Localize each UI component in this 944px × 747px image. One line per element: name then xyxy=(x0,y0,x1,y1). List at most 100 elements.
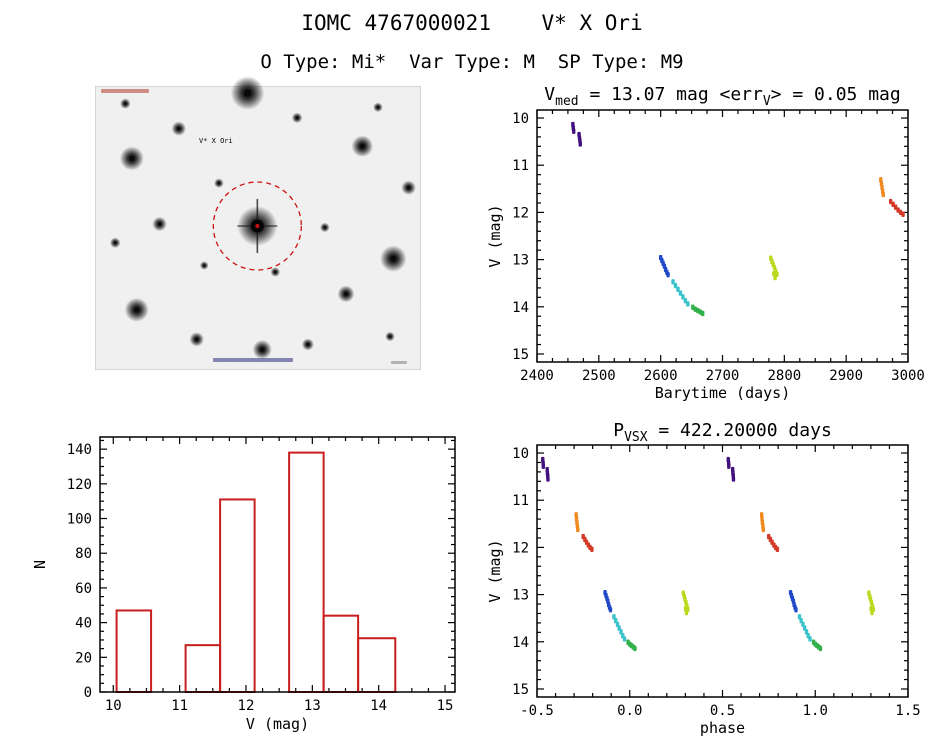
data-point xyxy=(686,301,690,307)
lightcurve-series-epoch-5 xyxy=(769,255,779,281)
lightcurve-series-epoch-3 xyxy=(671,279,690,307)
x-tick-label: 2700 xyxy=(706,368,740,384)
data-point xyxy=(633,645,637,652)
lightcurve-series-epoch-6 xyxy=(879,177,885,198)
page-title: IOMC 4767000021 V* X Ori xyxy=(301,11,643,35)
histogram-bar xyxy=(184,644,222,694)
x-tick-label: 13 xyxy=(304,698,321,714)
phase-series-epoch-5 xyxy=(681,590,876,616)
y-tick-label: 12 xyxy=(512,205,529,221)
x-tick-label: 2400 xyxy=(520,368,554,384)
data-point xyxy=(808,636,812,642)
star-core xyxy=(388,335,392,338)
phase-series-epoch-1 xyxy=(541,456,736,482)
y-tick-label: 13 xyxy=(512,253,529,269)
finder-target-label: V* X Ori xyxy=(199,137,233,145)
phase-series-epoch-7 xyxy=(581,533,780,552)
histogram-bar xyxy=(115,609,153,693)
histogram-bar xyxy=(288,451,325,693)
star-core xyxy=(243,89,252,97)
data-point xyxy=(673,282,678,289)
data-point xyxy=(676,286,680,293)
y-tick-label: 14 xyxy=(512,635,529,651)
data-point xyxy=(775,546,780,552)
star-core xyxy=(376,106,380,109)
data-point xyxy=(818,645,823,652)
star-core xyxy=(217,182,220,185)
x-tick-label: 14 xyxy=(370,698,387,714)
data-point xyxy=(731,476,736,482)
phase-plot: -0.5 0.0 0.5 1.0 1.5 10 11 12 13 14 15 phase V (mag)… xyxy=(486,420,921,737)
x-tick-label: 0.0 xyxy=(617,703,642,719)
target-marker-dot xyxy=(255,224,260,229)
phase-series-epoch-4 xyxy=(626,639,823,652)
star-core xyxy=(344,291,348,296)
y-tick-label: 11 xyxy=(512,158,529,174)
star-core xyxy=(359,143,365,149)
x-tick-label: 11 xyxy=(171,698,188,714)
star-core xyxy=(114,241,117,244)
histogram-plot: 10 11 12 13 14 15 0 20 40 60 80 100 120 140 V (mag) N xyxy=(31,436,456,733)
data-point xyxy=(869,606,873,612)
phase-xaxis-label: phase xyxy=(700,719,745,737)
histogram-yaxis-label: N xyxy=(31,560,49,569)
x-tick-label: 10 xyxy=(105,698,122,714)
data-point xyxy=(701,310,705,317)
y-tick-label: 40 xyxy=(75,616,92,632)
data-point xyxy=(901,211,905,217)
corner-note-top-left xyxy=(101,89,149,93)
data-point xyxy=(666,271,670,278)
histogram-xaxis-label: V (mag) xyxy=(246,715,309,733)
star-core xyxy=(295,116,299,120)
lightcurve-plot: 2400 2500 2600 2700 2800 2900 3000 10 11 12 13 14 15… xyxy=(486,84,925,402)
coordinates-note-bottom xyxy=(213,358,293,362)
lightcurve-series-epoch-4 xyxy=(691,304,705,317)
star-core xyxy=(129,155,135,162)
y-tick-label: 14 xyxy=(512,300,529,316)
y-tick-label: 15 xyxy=(512,682,529,698)
x-tick-label: 2800 xyxy=(767,368,801,384)
star-core xyxy=(177,126,181,131)
star-core xyxy=(274,270,277,274)
y-tick-label: 15 xyxy=(512,347,529,363)
y-tick-label: 11 xyxy=(512,493,529,509)
aperture-circle xyxy=(212,181,302,271)
star-core xyxy=(323,226,326,229)
phase-frame xyxy=(536,444,909,698)
data-point xyxy=(608,606,613,613)
y-tick-label: 80 xyxy=(75,546,92,562)
x-tick-label: 2600 xyxy=(644,368,678,384)
x-tick-label: 1.0 xyxy=(803,703,828,719)
data-point xyxy=(794,606,798,613)
data-point xyxy=(578,141,582,147)
data-point xyxy=(671,279,675,285)
phase-series-epoch-2 xyxy=(603,590,798,613)
star-core xyxy=(306,343,310,346)
phase-series-epoch-6 xyxy=(574,512,766,533)
data-point xyxy=(678,290,683,296)
lightcurve-yaxis-label: V (mag) xyxy=(486,204,504,267)
data-point xyxy=(761,526,766,533)
y-tick-label: 0 xyxy=(84,685,92,701)
star-core xyxy=(124,102,127,105)
data-point xyxy=(681,294,685,300)
lightcurve-frame xyxy=(536,109,909,363)
finder-chart: V* X Ori xyxy=(95,76,421,370)
x-tick-label: 0.5 xyxy=(710,703,735,719)
data-point xyxy=(576,526,580,533)
lightcurve-xaxis-label: Barytime (days) xyxy=(655,384,790,402)
x-tick-label: 12 xyxy=(238,698,255,714)
star-core xyxy=(203,264,206,267)
data-point xyxy=(572,128,576,134)
y-tick-label: 120 xyxy=(67,477,92,493)
lightcurve-title: Vmed = 13.07 mag <errV> = 0.05 mag xyxy=(544,84,900,109)
star-core xyxy=(133,307,140,313)
data-point xyxy=(590,546,594,552)
y-tick-label: 12 xyxy=(512,540,529,556)
data-point xyxy=(772,271,776,277)
data-point xyxy=(881,191,885,198)
page-subtitle: O Type: Mi* Var Type: M SP Type: M9 xyxy=(260,51,684,73)
x-tick-label: 3000 xyxy=(891,368,925,384)
histogram-frame xyxy=(99,436,456,693)
